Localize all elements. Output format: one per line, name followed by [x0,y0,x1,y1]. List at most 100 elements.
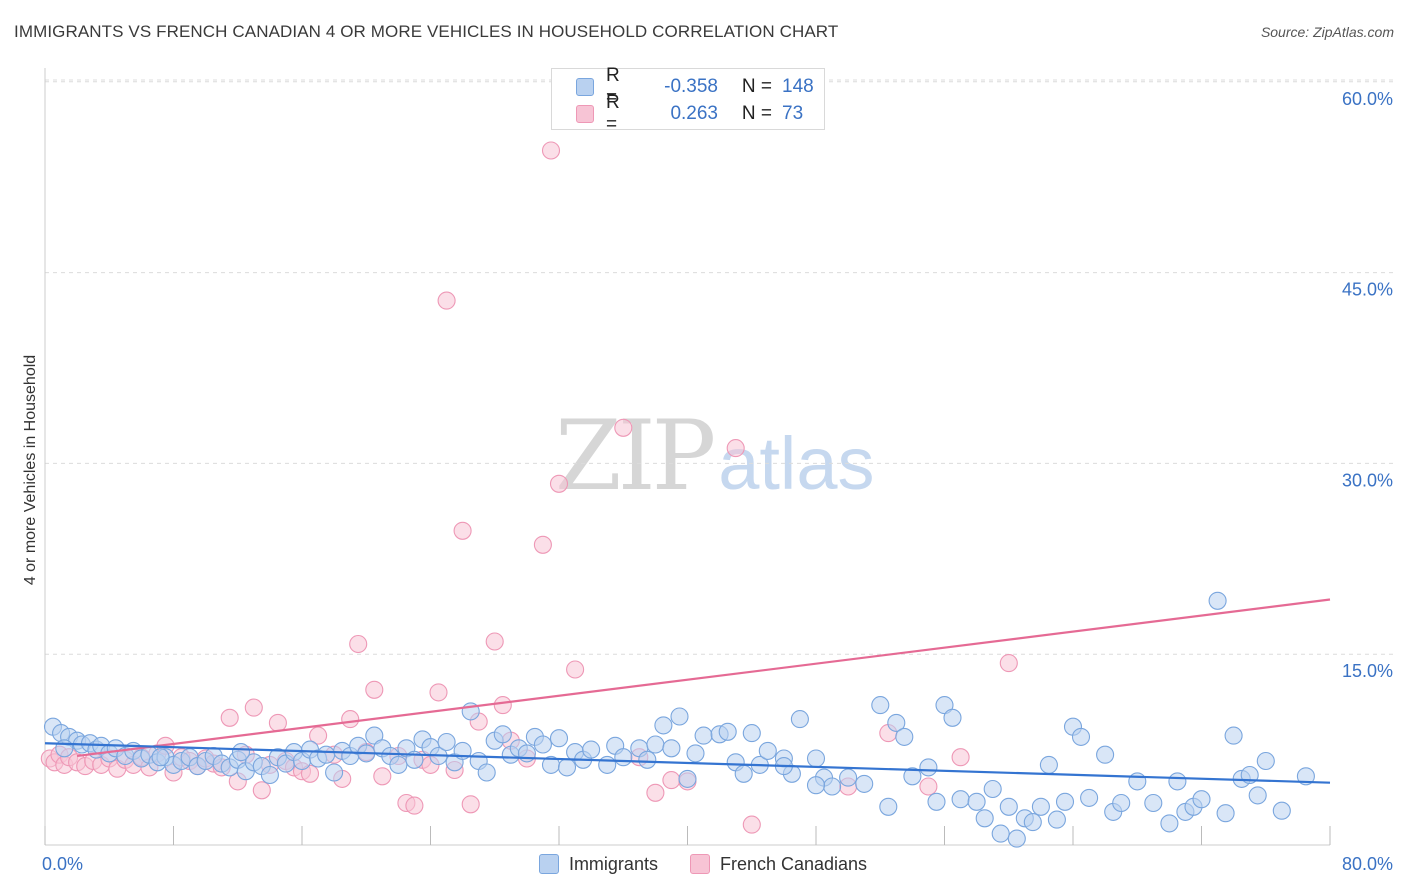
immigrants-point [1272,801,1291,820]
y-tick-label-60: 60.0% [1342,89,1393,109]
legend-item-french-canadians[interactable]: French Canadians [689,853,868,875]
immigrants-point [1208,591,1227,610]
immigrants-point [983,779,1002,799]
immigrants-point [686,744,705,763]
immigrants-swatch [576,78,594,96]
french-canadians-point [919,777,938,796]
immigrants-point [317,745,336,764]
n-label: N = [741,103,772,124]
french-canadians-trend-line [76,598,1331,758]
chart-title: IMMIGRANTS VS FRENCH CANADIAN 4 OR MORE … [14,22,839,41]
immigrants-point [734,764,753,783]
grid-lines [45,79,1395,655]
immigrants-point [517,744,536,763]
y-tick-label-15: 15.0% [1342,661,1393,681]
immigrants-point [1144,793,1163,813]
french-canadians-point [341,710,360,729]
immigrants-point [1216,804,1235,823]
immigrants-point [437,732,456,752]
immigrants-point [557,758,577,777]
french-canadians-point [405,796,424,815]
immigrants-point [389,755,408,774]
french-canadians-point [541,141,561,160]
axes [44,68,1331,846]
immigrants-point [943,708,962,727]
french-canadians-point [461,795,480,814]
trend-lines [44,598,1331,784]
french-canadians-point [662,771,681,790]
immigrants-point [1047,810,1066,829]
legend-row-immigrants: R = -0.358 N = 148 [576,65,826,108]
french-canadians-point [300,764,320,783]
french-canadians-point [244,698,263,717]
french-canadians-point [533,535,552,554]
french-canadians-point [437,291,456,310]
immigrants-point [895,727,914,746]
immigrants-point [806,749,826,768]
immigrants-point [1296,767,1315,786]
immigrants-point [55,739,74,758]
immigrants-point [1007,829,1026,848]
immigrants-point [582,740,601,759]
immigrants-point [151,748,170,767]
immigrants-legend-swatch [538,854,559,874]
french-canadians-point [349,634,368,654]
french-canadians-point [429,683,448,702]
french-canadians-point [365,680,384,699]
immigrants-point [325,763,344,782]
r-value-french-canadians: 0.263 [670,103,718,124]
legend-item-immigrants[interactable]: Immigrants [538,853,658,875]
immigrants-point [1031,797,1050,816]
legend-row-french-canadians: R = 0.263 N = 73 [576,92,826,135]
legend-label-immigrants: Immigrants [568,853,658,874]
x-tick-label-max: 80.0% [1342,854,1393,874]
immigrants-point [718,722,737,741]
legend-label-french-canadians: French Canadians [719,853,868,874]
immigrants-point [742,724,761,743]
immigrants-point [1256,751,1275,771]
immigrants-point [951,790,970,809]
n-label: N = [741,76,772,97]
immigrants-point [662,739,681,758]
immigrants-point [646,735,665,754]
immigrants-point [1224,726,1243,745]
immigrants-point [231,743,251,762]
immigrants-point [855,774,874,793]
immigrants-point [1168,772,1187,791]
r-value-immigrants: -0.358 [664,76,718,97]
x-tick-label-min: 0.0% [42,854,83,874]
immigrants-point [1023,813,1042,832]
series-legend: Immigrants French Canadians [0,850,1406,878]
immigrants-point [638,750,657,769]
immigrants-point [871,696,890,715]
french-canadians-legend-swatch [689,854,710,874]
french-canadians-point [220,708,239,727]
immigrants-point [1055,792,1075,811]
series-immigrants [43,591,1315,848]
immigrants-point [1039,755,1058,774]
french-canadians-swatch [576,105,594,123]
french-canadians-point [485,632,504,651]
immigrants-point [694,726,713,745]
french-canadians-point [493,696,512,715]
immigrants-point [1071,727,1091,746]
immigrants-trend-line [44,742,1331,784]
immigrants-point [967,792,986,811]
french-canadians-point [453,521,472,540]
immigrants-point [493,725,512,744]
immigrants-point [533,735,552,754]
immigrants-point [1080,788,1099,807]
immigrants-point [477,763,496,782]
immigrants-point [1128,772,1147,791]
immigrants-point [614,748,633,767]
y-tick-label-45: 45.0% [1342,280,1393,300]
immigrants-point [975,809,994,828]
immigrants-point [839,768,858,787]
tick-labels: 15.0% 30.0% 45.0% 60.0% 0.0% 80.0% [42,89,1393,874]
immigrants-point [887,713,906,732]
immigrants-point [919,758,938,777]
y-axis-label-container: 4 or more Vehicles in Household [18,100,44,840]
immigrants-point [670,707,689,726]
immigrants-point [549,729,569,748]
french-canadians-point [309,726,328,745]
